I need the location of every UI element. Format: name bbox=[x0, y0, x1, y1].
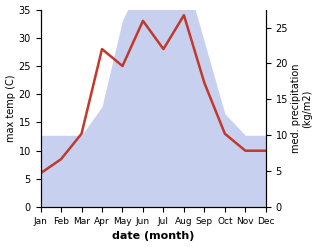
Y-axis label: med. precipitation
(kg/m2): med. precipitation (kg/m2) bbox=[291, 64, 313, 153]
Y-axis label: max temp (C): max temp (C) bbox=[5, 75, 16, 142]
X-axis label: date (month): date (month) bbox=[112, 231, 194, 242]
